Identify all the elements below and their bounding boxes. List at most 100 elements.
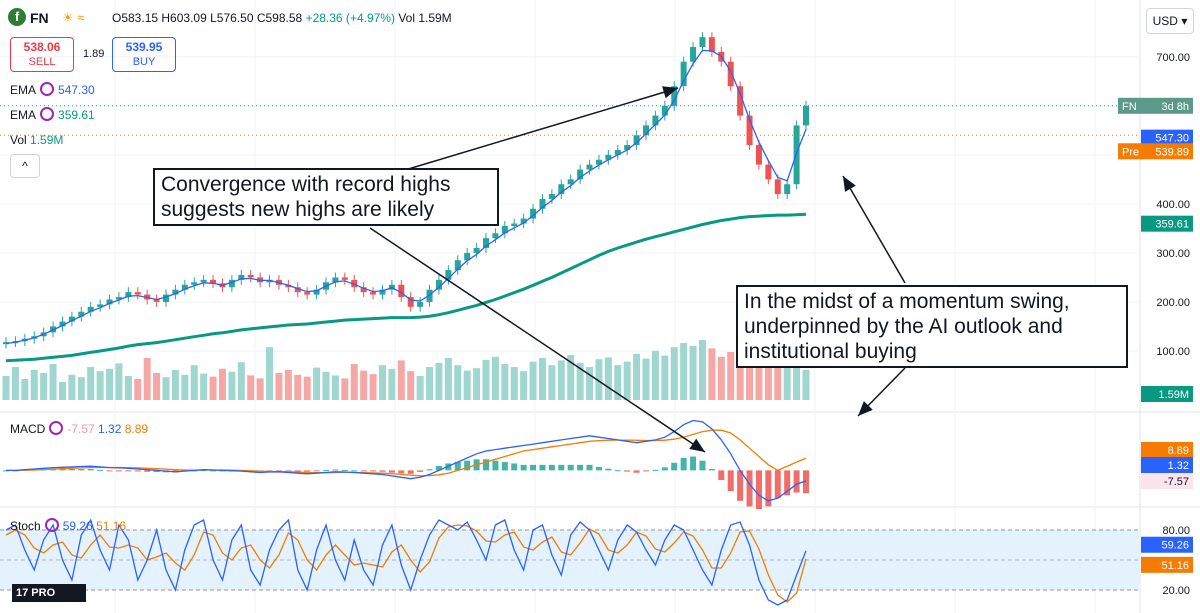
macd-histogram-bar (765, 470, 772, 507)
stoch-d-tag: 51.16 (1161, 560, 1189, 572)
volume-bar (134, 379, 142, 400)
volume-bar (426, 367, 434, 400)
vol-label: Vol (10, 133, 27, 147)
volume-bar (670, 347, 678, 400)
candle-body (351, 279, 358, 288)
fn-tag-time: 3d 8h (1161, 101, 1189, 113)
volume-bar (124, 376, 132, 400)
volume-bar (586, 367, 594, 400)
volume-bar (237, 362, 245, 400)
ema-fast-tag: 547.30 (1155, 133, 1189, 145)
volume-bar (96, 371, 104, 400)
macd-legend[interactable]: MACD -7.57 1.32 8.89 (10, 421, 148, 436)
ema-fast-line (5, 49, 807, 345)
macd-histogram-bar (643, 470, 649, 472)
macd-histogram-bar (690, 456, 697, 471)
candle-body (633, 135, 640, 146)
macd-histogram-bar (370, 470, 377, 472)
sell-label: SELL (28, 56, 56, 68)
macd-histogram-bar (577, 464, 584, 471)
macd-histogram-bar (633, 470, 640, 473)
candle-body (360, 287, 367, 293)
volume-bar (576, 362, 584, 400)
ema-slow-legend[interactable]: EMA 359.61 (10, 107, 95, 122)
macd-histogram-bar (294, 470, 301, 472)
macd-histogram-bar (755, 470, 762, 510)
stoch-label: Stoch (10, 519, 41, 533)
volume-bar (520, 371, 528, 400)
candle-body (464, 252, 471, 261)
candle-body (247, 274, 254, 278)
candle-body (454, 260, 461, 271)
sell-price: 538.06 (23, 40, 61, 54)
candle-body (445, 270, 452, 280)
macd-signal-value: 8.89 (124, 422, 149, 436)
volume-bar (388, 368, 396, 400)
macd-line-value: 1.32 (98, 422, 122, 436)
volume-bar (30, 370, 38, 400)
candle-body (690, 46, 697, 62)
ema-fast-label: EMA (10, 83, 37, 97)
volume-bar (190, 365, 198, 400)
volume-bar (360, 370, 368, 400)
macd-histogram-bar (68, 469, 75, 471)
macd-histogram-bar (275, 470, 282, 472)
volume-bar (218, 368, 226, 400)
volume-bar (651, 350, 659, 400)
collapse-legend-button[interactable]: ^ (10, 154, 40, 178)
volume-legend[interactable]: Vol 1.59M (10, 133, 63, 147)
sell-button[interactable]: 538.06 SELL (10, 37, 74, 72)
annotation-momentum-swing: In the midst of a momentum swing, underp… (736, 285, 1128, 368)
macd-label: MACD (10, 422, 46, 436)
volume-bar (256, 378, 264, 400)
macd-histogram-bar (360, 470, 367, 472)
candle-body (172, 289, 179, 295)
currency-selector[interactable]: USD ▾ (1146, 8, 1194, 34)
candle-body (238, 274, 245, 280)
volume-bar (77, 377, 85, 400)
volume-bar (49, 364, 57, 400)
buy-button[interactable]: 539.95 BUY (112, 37, 176, 72)
macd-histogram-bar (746, 470, 753, 507)
volume-bar (153, 373, 161, 400)
arrow-to-price-swing-head (843, 176, 856, 192)
candle-body (78, 311, 85, 317)
currency-label: USD (1152, 14, 1178, 28)
volume-bar (313, 367, 321, 400)
annotation-record-highs: Convergence with record highs suggests n… (153, 168, 499, 226)
candle-body (191, 282, 198, 285)
stoch-k-tag: 59.26 (1161, 540, 1189, 552)
volume-bar (87, 367, 95, 400)
candle-body (774, 179, 781, 195)
macd-histogram-bar (699, 460, 706, 471)
symbol-name[interactable]: FN (30, 10, 49, 26)
candle-body (643, 125, 649, 136)
candle-body (181, 284, 188, 290)
volume-bar (407, 371, 415, 400)
macd-histogram-bar (774, 470, 781, 499)
candle-body (398, 284, 405, 298)
arrow-to-record-high-head (662, 86, 678, 99)
stoch-legend[interactable]: Stoch 59.26 51.16 (10, 518, 126, 533)
candle-body (755, 145, 762, 165)
ema-fast-legend[interactable]: EMA 547.30 (10, 82, 95, 97)
pre-value-bg (1141, 143, 1193, 160)
macd-histogram-bar (351, 470, 358, 472)
volume-bar (717, 356, 725, 400)
macd-histogram-bar (539, 464, 546, 471)
macd-histogram-bar (323, 470, 329, 472)
candle-body (379, 289, 386, 295)
volume-tag: 1.59M (1158, 389, 1189, 401)
candle-body (407, 297, 414, 307)
volume-bar (40, 373, 48, 400)
macd-histogram-bar (661, 467, 668, 471)
candle-body (605, 154, 612, 160)
price-tick-label: 100.00 (1156, 346, 1190, 358)
volume-bar (764, 346, 772, 400)
candle-body (530, 208, 537, 219)
price-tick-label: 300.00 (1156, 248, 1190, 260)
macd-histogram-bar (530, 464, 537, 471)
macd-histogram-bar (97, 469, 104, 471)
fn-tag-label: FN (1122, 101, 1137, 113)
